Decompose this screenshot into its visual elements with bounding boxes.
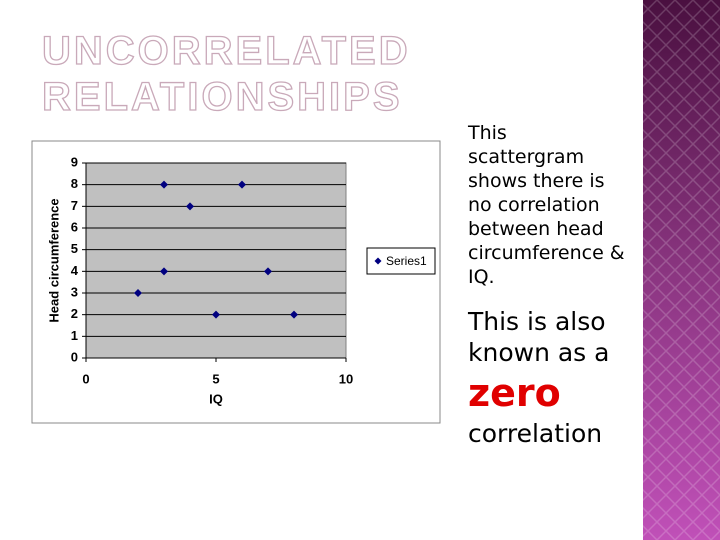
- x-axis-label: IQ: [209, 391, 223, 406]
- x-tick-label: 5: [212, 371, 219, 386]
- slide-title: UNCORRELATED: [42, 29, 411, 73]
- point: [238, 180, 246, 189]
- body-text: This is also known as a: [468, 307, 610, 367]
- y-tick-label: 8: [71, 176, 78, 191]
- chart: 0 1 2 3 4 5 6 7 8 9 0 5 10 IQ Head circumference Series…: [31, 140, 441, 424]
- slide-title: RELATIONSHIPS: [42, 75, 403, 119]
- point: [186, 202, 194, 211]
- y-tick-label: 0: [71, 349, 78, 364]
- point: [290, 310, 298, 319]
- x-tick-label: 10: [339, 371, 353, 386]
- body-text: correlation: [468, 419, 603, 448]
- highlight-text: zero: [468, 371, 561, 415]
- point: [134, 289, 142, 297]
- y-tick-label: 3: [71, 284, 78, 299]
- legend-label: Series1: [386, 254, 427, 268]
- y-tick-label: 9: [71, 154, 78, 169]
- y-tick-label: 2: [71, 306, 78, 321]
- y-axis-label: Head circumference: [46, 198, 61, 322]
- point: [212, 310, 220, 319]
- y-tick-label: 6: [71, 219, 78, 234]
- point: [264, 267, 272, 276]
- y-tick-label: 5: [71, 241, 78, 256]
- y-tick-label: 7: [71, 198, 78, 213]
- x-tick-label: 0: [82, 371, 89, 386]
- y-tick-label: 1: [71, 328, 78, 343]
- side-pattern: [643, 0, 720, 540]
- point: [160, 267, 168, 276]
- y-tick-label: 4: [71, 263, 79, 278]
- body-text: This is also known as a zero correlation: [468, 306, 638, 449]
- plot-area: [85, 162, 347, 359]
- legend-marker: [374, 257, 382, 265]
- point: [160, 180, 168, 189]
- body-text: This scattergram shows there is no corre…: [468, 122, 625, 288]
